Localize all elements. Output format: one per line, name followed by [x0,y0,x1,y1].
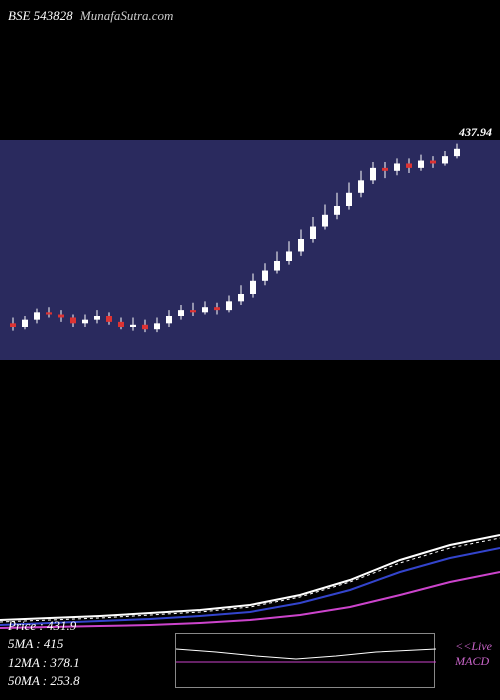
price-row: Price : 431.9 [8,617,80,635]
candle-svg [0,140,500,360]
site-label: MunafaSutra.com [80,8,174,23]
macd-svg [176,634,436,689]
ticker-label: BSE 543828 [8,8,73,23]
info-panel: Price : 431.9 5MA : 415 12MA : 378.1 50M… [8,617,80,690]
current-price: 437.94 [459,125,492,140]
ma50-row: 50MA : 253.8 [8,672,80,690]
ma5-row: 5MA : 415 [8,635,80,653]
candlestick-chart [0,140,500,360]
macd-live-text: <<Live [455,639,492,655]
macd-inset [175,633,435,688]
macd-text: MACD [455,654,492,670]
ma12-row: 12MA : 378.1 [8,654,80,672]
price-value: : 431.9 [39,618,76,633]
header: BSE 543828 MunafaSutra.com [8,8,173,24]
price-label: Price [8,618,36,633]
macd-label: <<Live MACD [455,639,492,670]
